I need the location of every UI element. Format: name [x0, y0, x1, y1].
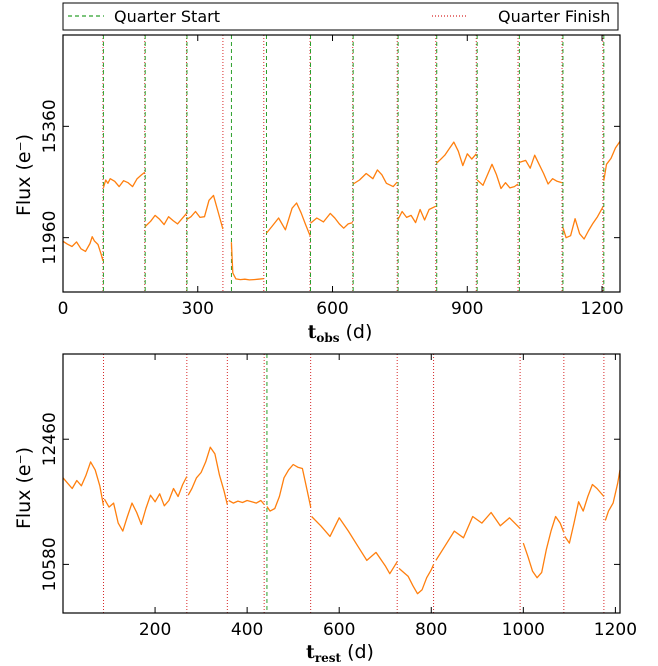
legend-quarter-finish-label: Quarter Finish — [498, 7, 610, 26]
bottom-series-segment-2 — [187, 446, 228, 505]
legend-quarter-start-label: Quarter Start — [114, 7, 220, 26]
bottom-series-segment-3 — [228, 499, 265, 505]
top-panel: 0 300 600 900 1200 11960 15360 Flux (e⁻) tobs(… — [13, 34, 624, 345]
top-series-segment-11 — [519, 154, 563, 185]
top-series-segment-12 — [562, 206, 604, 240]
bottom-xtick-label-5: 1200 — [594, 620, 637, 640]
top-ytick-label-0: 11960 — [40, 211, 60, 265]
top-xlabel: tobs (d) — [308, 321, 373, 345]
bottom-xtick-label-4: 1000 — [502, 620, 545, 640]
bottom-series-segment-10 — [604, 469, 621, 521]
top-series-segment-10 — [476, 163, 519, 190]
top-ytick-label-1: 15360 — [40, 99, 60, 153]
top-series-segment-13 — [603, 141, 621, 181]
top-series-segment-9 — [436, 141, 477, 167]
legend-frame — [62, 2, 619, 31]
bottom-ylabel: Flux (e⁻) — [13, 447, 35, 529]
bottom-plot-frame — [62, 353, 621, 614]
top-xtick-label-0: 0 — [58, 299, 69, 319]
bottom-light-curve — [62, 446, 621, 595]
bottom-panel: 200 400 600 800 1000 1200 10580 12460 Flux (e⁻)… — [13, 353, 637, 665]
top-series-segment-6 — [310, 212, 353, 229]
top-series-segment-1 — [102, 171, 146, 189]
bottom-series-segment-7 — [435, 511, 521, 561]
top-series-segment-0 — [62, 236, 104, 262]
bottom-series-segment-9 — [564, 483, 605, 544]
top-ylabel: Flux (e⁻) — [13, 134, 35, 216]
top-xtick-label-4: 1200 — [580, 299, 623, 319]
bottom-series-segment-0 — [62, 461, 105, 506]
bottom-series-segment-8 — [522, 515, 565, 579]
bottom-series-segment-1 — [103, 476, 188, 532]
bottom-xlabel: trest (d) — [306, 641, 374, 665]
bottom-ytick-label-0: 10580 — [40, 537, 60, 591]
top-xtick-label-1: 300 — [182, 299, 214, 319]
top-quarter-lines — [102, 35, 605, 292]
bottom-xtick-label-3: 800 — [415, 620, 447, 640]
bottom-xtick-label-0: 200 — [139, 620, 171, 640]
bottom-xtick-label-2: 600 — [323, 620, 355, 640]
bottom-series-segment-4 — [266, 463, 312, 512]
bottom-xtick-label-1: 400 — [231, 620, 263, 640]
bottom-ytick-label-1: 12460 — [40, 412, 60, 466]
top-series-segment-8 — [397, 205, 437, 224]
legend: Quarter Start Quarter Finish — [62, 2, 619, 31]
top-series-segment-3 — [186, 194, 224, 230]
top-series-segment-4 — [230, 242, 264, 281]
top-series-segment-5 — [265, 202, 311, 236]
top-xtick-label-2: 600 — [316, 299, 348, 319]
bottom-quarter-lines — [103, 354, 605, 613]
bottom-series-segment-6 — [398, 564, 435, 595]
top-series-segment-2 — [144, 212, 187, 227]
bottom-ticks: 200 400 600 800 1000 1200 10580 12460 — [40, 354, 637, 640]
bottom-series-segment-5 — [311, 516, 398, 575]
top-xtick-label-3: 900 — [451, 299, 483, 319]
top-series-segment-7 — [352, 169, 398, 188]
top-plot-frame — [62, 34, 621, 293]
top-light-curve — [62, 141, 621, 281]
top-ticks: 0 300 600 900 1200 11960 15360 — [40, 35, 624, 319]
